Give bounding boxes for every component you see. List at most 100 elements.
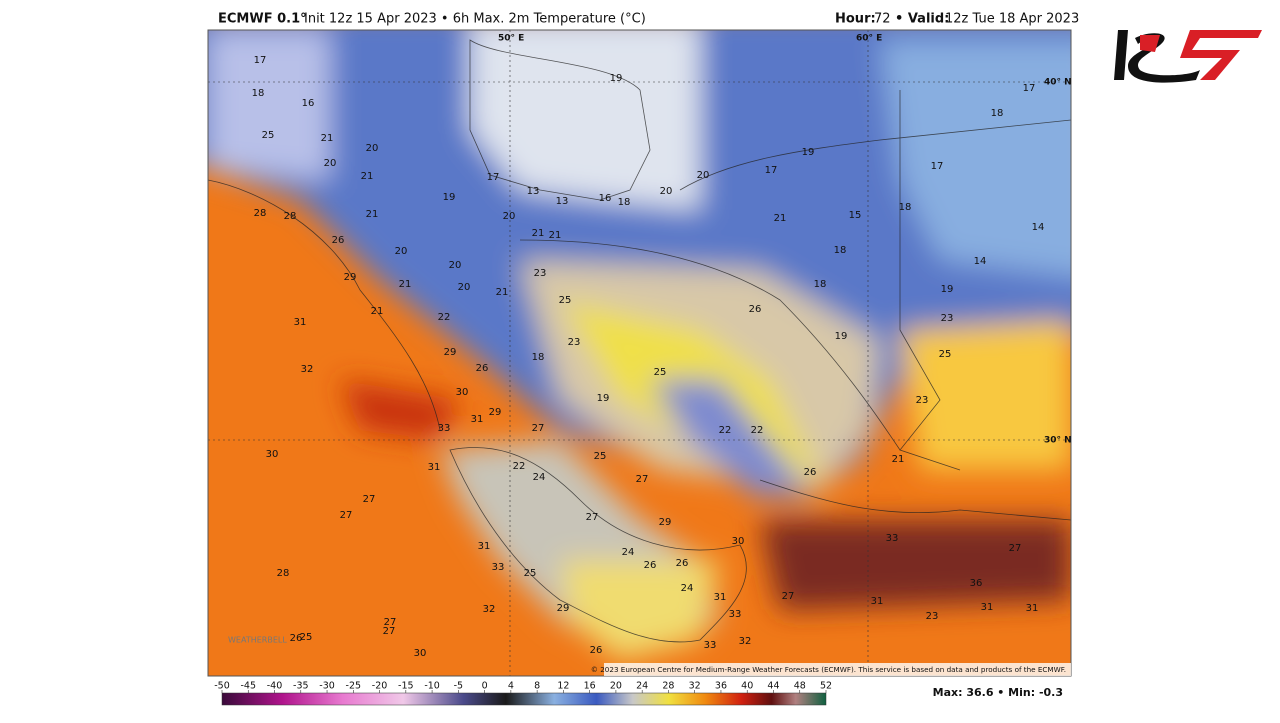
temp-label: 23 [926,611,939,622]
colorbar-tick-label: -50 [214,681,230,692]
temp-label: 21 [532,228,545,239]
temp-label: 29 [557,603,570,614]
temp-label: 33 [729,609,742,620]
temp-label: 32 [301,364,314,375]
temp-label: 31 [471,414,484,425]
temp-label: 22 [719,425,732,436]
temp-label: 25 [262,130,275,141]
temp-label: 20 [503,211,516,222]
temp-label: 28 [284,211,297,222]
valid: 12z Tue 18 Apr 2023 [945,12,1079,27]
colorbar-tick-label: -35 [293,681,309,692]
temp-label: 23 [568,337,581,348]
temp-label: 32 [739,636,752,647]
temp-label: 19 [610,73,623,84]
temp-label: 21 [371,306,384,317]
temp-label: 19 [802,147,815,158]
watermark: WEATHERBELL [228,636,287,645]
temp-label: 17 [1023,83,1036,94]
temp-label: 29 [489,407,502,418]
colorbar-tick-label: -15 [398,681,414,692]
temp-label: 27 [340,510,353,521]
temp-label: 31 [714,592,727,603]
temp-label: 27 [586,512,599,523]
run-info: Init 12z 15 Apr 2023 • 6h Max. 2m Temper… [304,12,646,27]
hour-label: Hour: [835,12,876,27]
colorbar-tick-label: 32 [689,681,701,692]
colorbar-tick-label: 4 [508,681,514,692]
copyright: © 2023 European Centre for Medium-Range … [591,665,1066,674]
temp-label: 22 [751,425,764,436]
lon-label: 60° E [856,34,882,44]
model: ECMWF 0.1° [218,12,307,27]
temp-label: 19 [941,284,954,295]
colorbar-tick-label: 52 [820,681,832,692]
hour: 72 [874,12,891,27]
temp-label: 26 [804,467,817,478]
temp-label: 27 [383,626,396,637]
temp-label: 18 [618,197,631,208]
logo [1114,30,1262,83]
temp-label: 26 [476,363,489,374]
temp-label: 27 [782,591,795,602]
temp-label: 19 [597,393,610,404]
temp-label: 29 [344,272,357,283]
temp-label: 23 [916,395,929,406]
temp-label: 31 [871,596,884,607]
temp-label: 32 [483,604,496,615]
temp-label: 28 [277,568,290,579]
temp-label: 31 [1026,603,1039,614]
temp-label: 25 [594,451,607,462]
colorbar-tick-label: 48 [794,681,806,692]
temp-label: 19 [443,192,456,203]
colorbar-tick-label: 12 [557,681,569,692]
temp-label: 24 [681,583,694,594]
temp-label: 20 [366,143,379,154]
lon-label: 50° E [498,34,524,44]
temp-label: 23 [941,313,954,324]
colorbar-tick-label: 0 [482,681,488,692]
temp-label: 29 [659,517,672,528]
colorbar-tick-label: 44 [767,681,779,692]
temp-label: 27 [532,423,545,434]
colorbar-tick-label: 16 [584,681,596,692]
temp-label: 23 [534,268,547,279]
temp-label: 15 [849,210,862,221]
map: 17 18 16 21 20 21 20 25 17 13 13 16 18 20 20 19 17 19 15 18… [208,30,1071,676]
temp-label: 20 [660,186,673,197]
temp-label: 31 [478,541,491,552]
temp-label: 27 [1009,543,1022,554]
temp-label: 33 [438,423,451,434]
temp-label: 27 [363,494,376,505]
temp-label: 21 [892,454,905,465]
colorbar-tick-label: 20 [610,681,622,692]
temp-label: 30 [414,648,427,659]
temp-label: 27 [384,617,397,628]
temp-label: 26 [290,633,303,644]
temp-label: 27 [636,474,649,485]
temp-label: 25 [300,632,313,643]
temp-label: 21 [366,209,379,220]
temp-label: 21 [361,171,374,182]
colorbar-tick-label: -25 [346,681,362,692]
temp-label: 33 [492,562,505,573]
temp-label: 33 [886,533,899,544]
temp-label: 22 [438,312,451,323]
colorbar-tick-label: 36 [715,681,727,692]
temp-label: 26 [676,558,689,569]
temp-label: 25 [524,568,537,579]
colorbar-tick-label: -45 [240,681,256,692]
colorbar-tick-label: -30 [319,681,335,692]
temp-label: 28 [254,208,267,219]
valid-label: • Valid: [895,12,949,27]
temp-label: 14 [1032,222,1045,233]
temp-label: 30 [266,449,279,460]
temp-label: 20 [395,246,408,257]
temp-label: 17 [931,161,944,172]
temp-label: 20 [449,260,462,271]
temp-label: 18 [834,245,847,256]
temp-label: 18 [532,352,545,363]
temp-label: 17 [487,172,500,183]
temp-label: 21 [399,279,412,290]
